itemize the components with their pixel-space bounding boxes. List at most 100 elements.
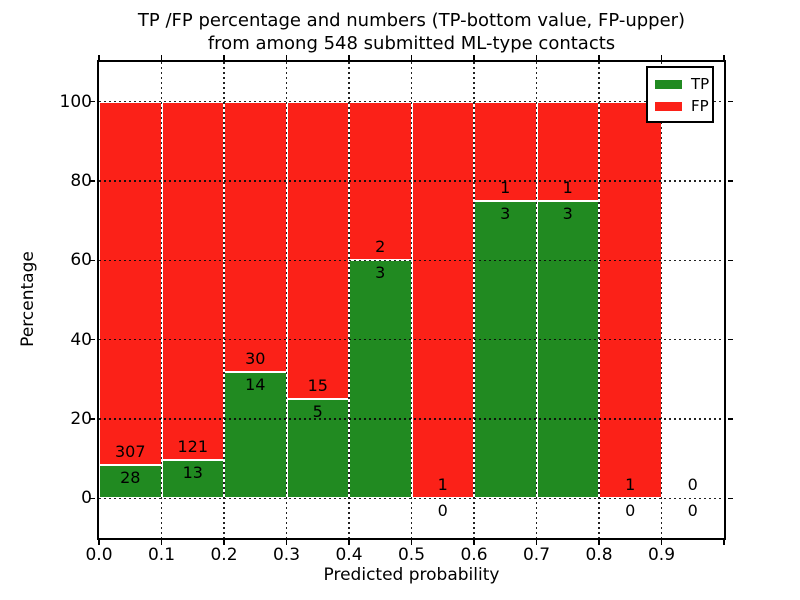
x-tick bbox=[223, 55, 225, 60]
y-tick bbox=[728, 180, 733, 182]
fp-count-label: 307 bbox=[114, 442, 146, 461]
fp-count-label: 121 bbox=[177, 436, 209, 456]
x-tick-label: 0.6 bbox=[460, 545, 488, 565]
legend-label: FP bbox=[691, 97, 709, 115]
x-tick bbox=[598, 55, 600, 60]
tp-count-label: 0 bbox=[625, 501, 636, 521]
tp-count-label: 28 bbox=[120, 468, 141, 487]
chart-title-line-2: from among 548 submitted ML-type contact… bbox=[207, 33, 616, 54]
x-tick bbox=[285, 55, 288, 60]
x-gridline bbox=[160, 62, 163, 538]
x-tick bbox=[160, 540, 163, 545]
tp-count-label: 0 bbox=[437, 501, 448, 521]
x-tick bbox=[410, 540, 413, 545]
tp-bar-segment bbox=[99, 465, 162, 499]
x-gridline bbox=[410, 62, 413, 538]
fp-count-label: 1 bbox=[500, 177, 511, 197]
y-tick bbox=[90, 497, 95, 500]
fp-bar-segment bbox=[224, 101, 287, 373]
x-tick-label: 0.9 bbox=[647, 545, 676, 565]
x-tick bbox=[410, 55, 413, 60]
x-tick bbox=[535, 55, 538, 60]
tp-bar-segment bbox=[536, 200, 599, 499]
legend-row: FP bbox=[655, 95, 709, 117]
chart-title: TP /FP percentage and numbers (TP-bottom… bbox=[97, 9, 726, 55]
x-tick bbox=[98, 540, 100, 545]
x-tick-label: 0.5 bbox=[397, 545, 426, 565]
x-tick bbox=[160, 55, 163, 60]
tp-count-label: 3 bbox=[562, 203, 573, 223]
x-tick bbox=[285, 540, 288, 545]
x-gridline bbox=[535, 62, 538, 538]
y-tick-label: 100 bbox=[59, 91, 92, 112]
x-gridline bbox=[348, 62, 350, 538]
tp-count-label: 0 bbox=[687, 501, 698, 521]
chart-title-line-1: TP /FP percentage and numbers (TP-bottom… bbox=[137, 10, 686, 31]
fp-count-label: 1 bbox=[562, 177, 573, 197]
y-tick bbox=[728, 259, 733, 262]
y-tick bbox=[728, 418, 733, 420]
x-tick-label: 0.1 bbox=[147, 545, 176, 565]
legend: TP FP bbox=[646, 66, 714, 123]
y-tick-label: 0 bbox=[81, 488, 92, 509]
y-tick bbox=[90, 338, 95, 341]
x-gridline bbox=[598, 62, 600, 538]
x-gridline bbox=[473, 62, 475, 538]
y-tick bbox=[728, 497, 733, 500]
x-tick bbox=[723, 55, 725, 60]
x-gridline bbox=[223, 62, 225, 538]
y-tick-label: 60 bbox=[70, 250, 92, 271]
x-tick bbox=[348, 540, 350, 545]
y-tick-label: 40 bbox=[70, 329, 92, 350]
x-tick bbox=[473, 55, 475, 60]
x-axis-label: Predicted probability bbox=[323, 565, 500, 585]
plot-area: 307 28 121 13 30 14 15 5 2 3 1 0 1 3 1 3 1 0 0 0 bbox=[97, 60, 726, 540]
tp-bar-segment bbox=[474, 200, 537, 499]
y-tick bbox=[90, 259, 95, 262]
x-tick-label: 0.3 bbox=[272, 545, 301, 565]
x-tick bbox=[723, 540, 725, 545]
y-axis-label: Percentage bbox=[18, 251, 38, 347]
x-tick bbox=[473, 540, 475, 545]
tp-legend-swatch bbox=[655, 79, 682, 89]
fp-bar-segment bbox=[599, 101, 662, 499]
fp-bar-segment bbox=[411, 101, 474, 499]
fp-count-label: 1 bbox=[437, 475, 448, 495]
y-tick-label: 20 bbox=[70, 409, 92, 429]
x-tick bbox=[348, 55, 350, 60]
y-tick bbox=[90, 180, 95, 182]
tp-count-label: 5 bbox=[312, 402, 323, 422]
tp-count-label: 3 bbox=[375, 263, 386, 283]
tp-count-label: 13 bbox=[182, 462, 203, 482]
x-tick-label: 0.2 bbox=[210, 545, 238, 565]
x-tick-label: 0.8 bbox=[585, 545, 613, 565]
legend-row: TP bbox=[655, 73, 709, 95]
fp-legend-swatch bbox=[655, 101, 682, 111]
fp-bar-segment bbox=[161, 101, 224, 460]
fp-count-label: 30 bbox=[245, 349, 266, 369]
y-tick bbox=[90, 100, 95, 103]
x-tick bbox=[598, 540, 600, 545]
tp-count-label: 3 bbox=[500, 203, 511, 223]
x-tick bbox=[660, 55, 663, 60]
x-tick-label: 0.4 bbox=[335, 545, 363, 565]
x-tick-label: 0.0 bbox=[85, 545, 113, 565]
y-tick bbox=[90, 418, 95, 420]
x-gridline bbox=[660, 62, 663, 538]
fp-bar-segment bbox=[99, 101, 162, 465]
tp-bar-segment bbox=[349, 260, 412, 499]
fp-count-label: 2 bbox=[375, 237, 386, 257]
fp-count-label: 0 bbox=[687, 475, 698, 495]
y-tick-label: 80 bbox=[70, 171, 92, 191]
fp-count-label: 1 bbox=[625, 475, 636, 495]
x-tick-label: 0.7 bbox=[522, 545, 551, 565]
x-tick bbox=[223, 540, 225, 545]
fp-bar-segment bbox=[286, 101, 349, 400]
fp-count-label: 15 bbox=[307, 376, 328, 396]
tp-bar-segment bbox=[161, 459, 224, 499]
x-gridline bbox=[285, 62, 288, 538]
tp-count-label: 14 bbox=[245, 375, 266, 395]
x-tick bbox=[660, 540, 663, 545]
legend-label: TP bbox=[691, 75, 710, 93]
